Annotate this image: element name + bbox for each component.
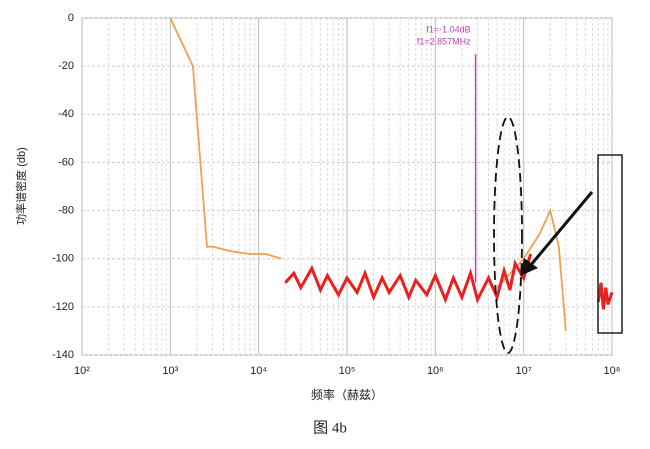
series-line [596,282,614,310]
x-tick-label: 10⁶ [427,365,444,377]
y-tick-label: -140 [52,349,74,361]
y-tick-label: 0 [68,12,74,24]
y-tick-label: -40 [58,108,74,120]
y-tick-label: -80 [58,204,74,216]
series-line [496,207,567,332]
x-tick-label: 10⁸ [604,365,621,377]
annotation: f1=2.857MHz [417,36,471,46]
x-tick-label: 10⁵ [339,365,356,377]
highlight-ellipse [493,116,523,354]
annotation: f1=-1.04dB [426,24,470,34]
x-tick-label: 10³ [162,365,178,377]
series-line [284,253,533,304]
x-axis-label: 频率（赫兹） [311,387,383,402]
y-tick-label: -60 [58,156,74,168]
x-tick-label: 10² [74,365,90,377]
y-tick-label: -20 [58,60,74,72]
caption: 图 4b [313,419,347,436]
series-line [169,17,282,260]
arrow-head [520,258,538,276]
x-tick-label: 10⁷ [516,365,532,377]
arrow [528,191,594,267]
x-tick-label: 10⁴ [250,365,267,377]
highlight-box [597,154,623,334]
y-tick-label: -100 [52,253,74,265]
y-axis-label: 功率谱密度 (db) [14,147,28,225]
y-tick-label: -120 [52,301,74,313]
